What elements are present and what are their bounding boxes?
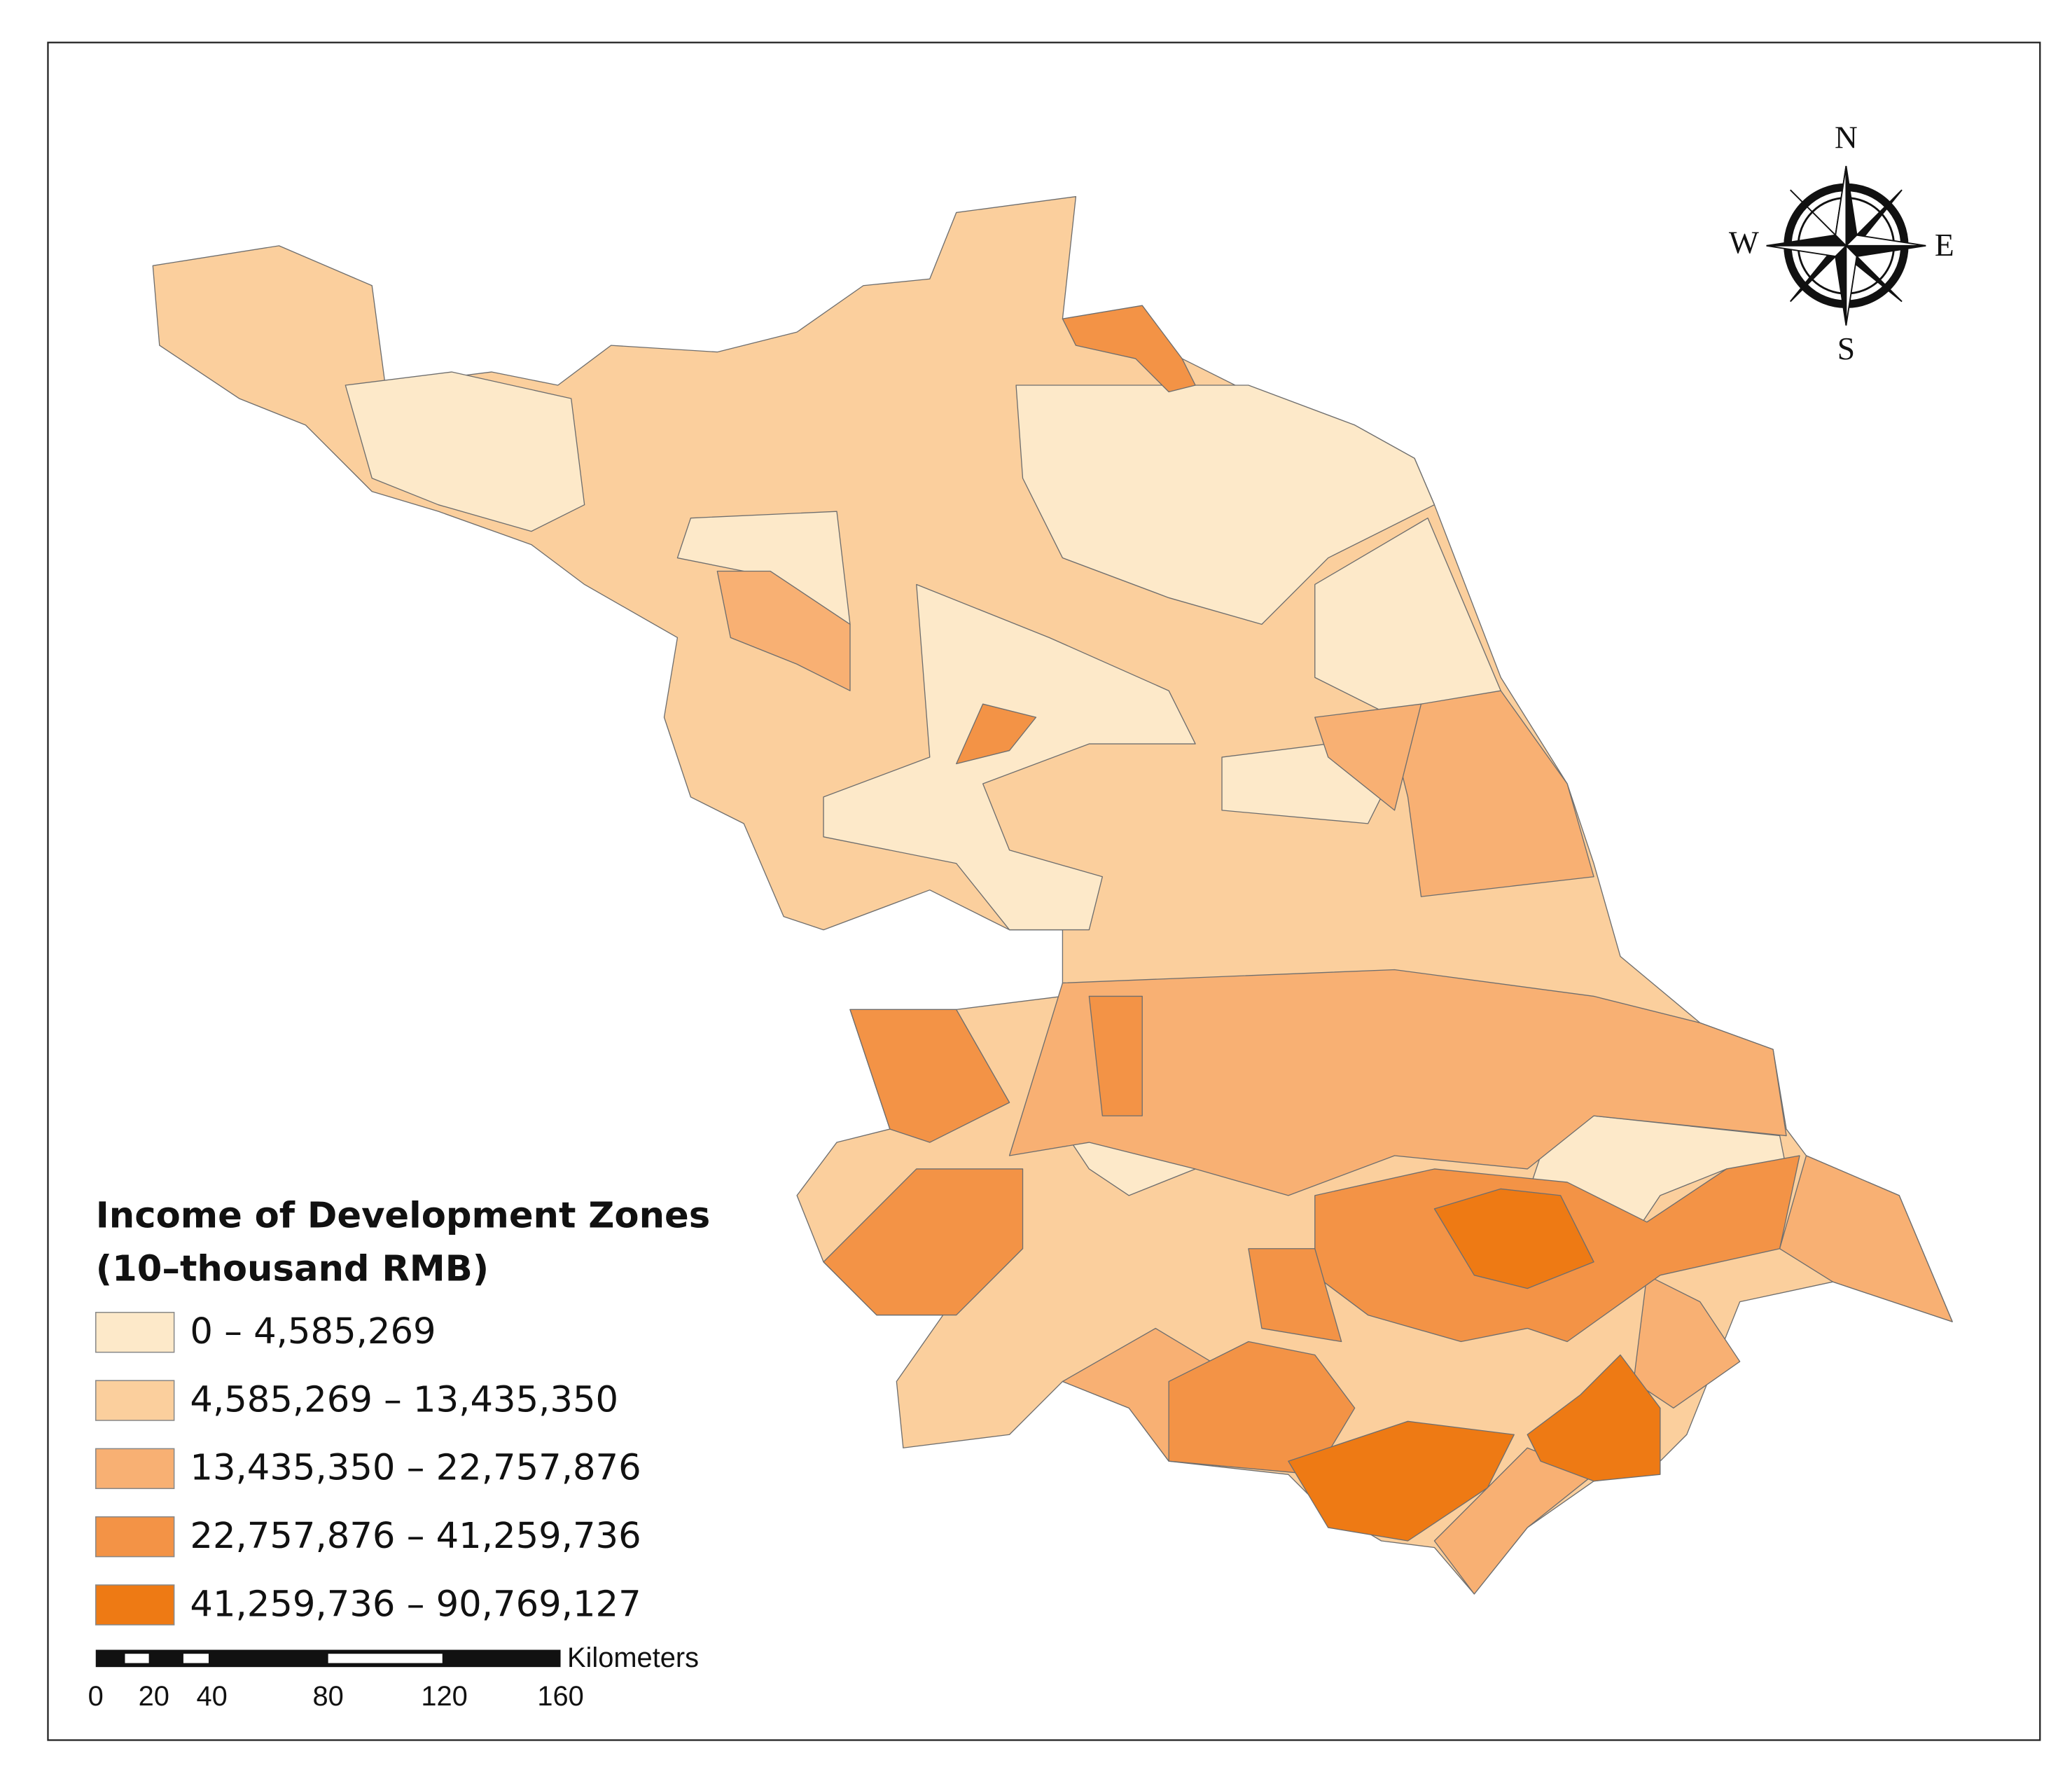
scale-tick-label: 40: [197, 1681, 228, 1712]
region: [716, 570, 851, 691]
legend-swatch: [95, 1584, 175, 1626]
region: [1248, 1248, 1342, 1343]
region: [823, 583, 1196, 931]
legend-swatch: [95, 1312, 175, 1353]
region: [1633, 1275, 1741, 1409]
legend-label: 4,585,269 – 13,435,350: [190, 1378, 618, 1420]
compass-south: S: [1837, 331, 1855, 366]
scale-segment: [328, 1654, 443, 1663]
region: [849, 1009, 1010, 1143]
legend-title: (10–thousand RMB): [96, 1247, 489, 1289]
legend-label: 41,259,736 – 90,769,127: [190, 1583, 641, 1625]
legend-swatch: [95, 1380, 175, 1421]
compass-star: [1766, 244, 1848, 258]
scale-tick-label: 0: [88, 1681, 104, 1712]
region: [1062, 305, 1196, 393]
legend-title: Income of Development Zones: [96, 1194, 710, 1236]
region: [1008, 969, 1787, 1196]
region: [1288, 1420, 1515, 1542]
scale-bar: Kilometers 0 20 40 80 120 160: [88, 1642, 699, 1712]
region: [1779, 1155, 1953, 1322]
scale-tick-label: 80: [312, 1681, 343, 1712]
region: [1088, 995, 1143, 1116]
region: [1168, 1341, 1356, 1475]
compass: N S W E: [1729, 119, 1954, 366]
compass-north: N: [1835, 119, 1858, 155]
scale-unit: Kilometers: [567, 1642, 699, 1673]
region: [1314, 703, 1422, 811]
region: [956, 703, 1037, 765]
legend-label: 13,435,350 – 22,757,876: [190, 1447, 641, 1489]
legend: Income of Development Zones (10–thousand…: [95, 1194, 710, 1626]
region: [823, 1168, 1024, 1316]
compass-star: [1844, 234, 1926, 247]
scale-tick-label: 160: [537, 1681, 583, 1712]
regions: [152, 196, 1953, 1595]
scale-tick-label: 120: [421, 1681, 467, 1712]
legend-label: 22,757,876 – 41,259,736: [190, 1515, 641, 1557]
scale-segment: [125, 1654, 149, 1663]
legend-label: 0 – 4,585,269: [190, 1310, 436, 1352]
compass-star: [1845, 244, 1858, 326]
region: [345, 371, 585, 532]
compass-east: E: [1935, 227, 1954, 263]
scale-tick-label: 20: [139, 1681, 169, 1712]
region: [1433, 1188, 1594, 1289]
legend-swatch: [95, 1516, 175, 1558]
legend-swatch: [95, 1448, 175, 1490]
region: [1527, 1354, 1661, 1482]
region: [1015, 385, 1435, 625]
scale-segment: [183, 1654, 209, 1663]
compass-star: [1835, 165, 1847, 248]
compass-west: W: [1729, 224, 1759, 260]
region: [1433, 1447, 1594, 1595]
